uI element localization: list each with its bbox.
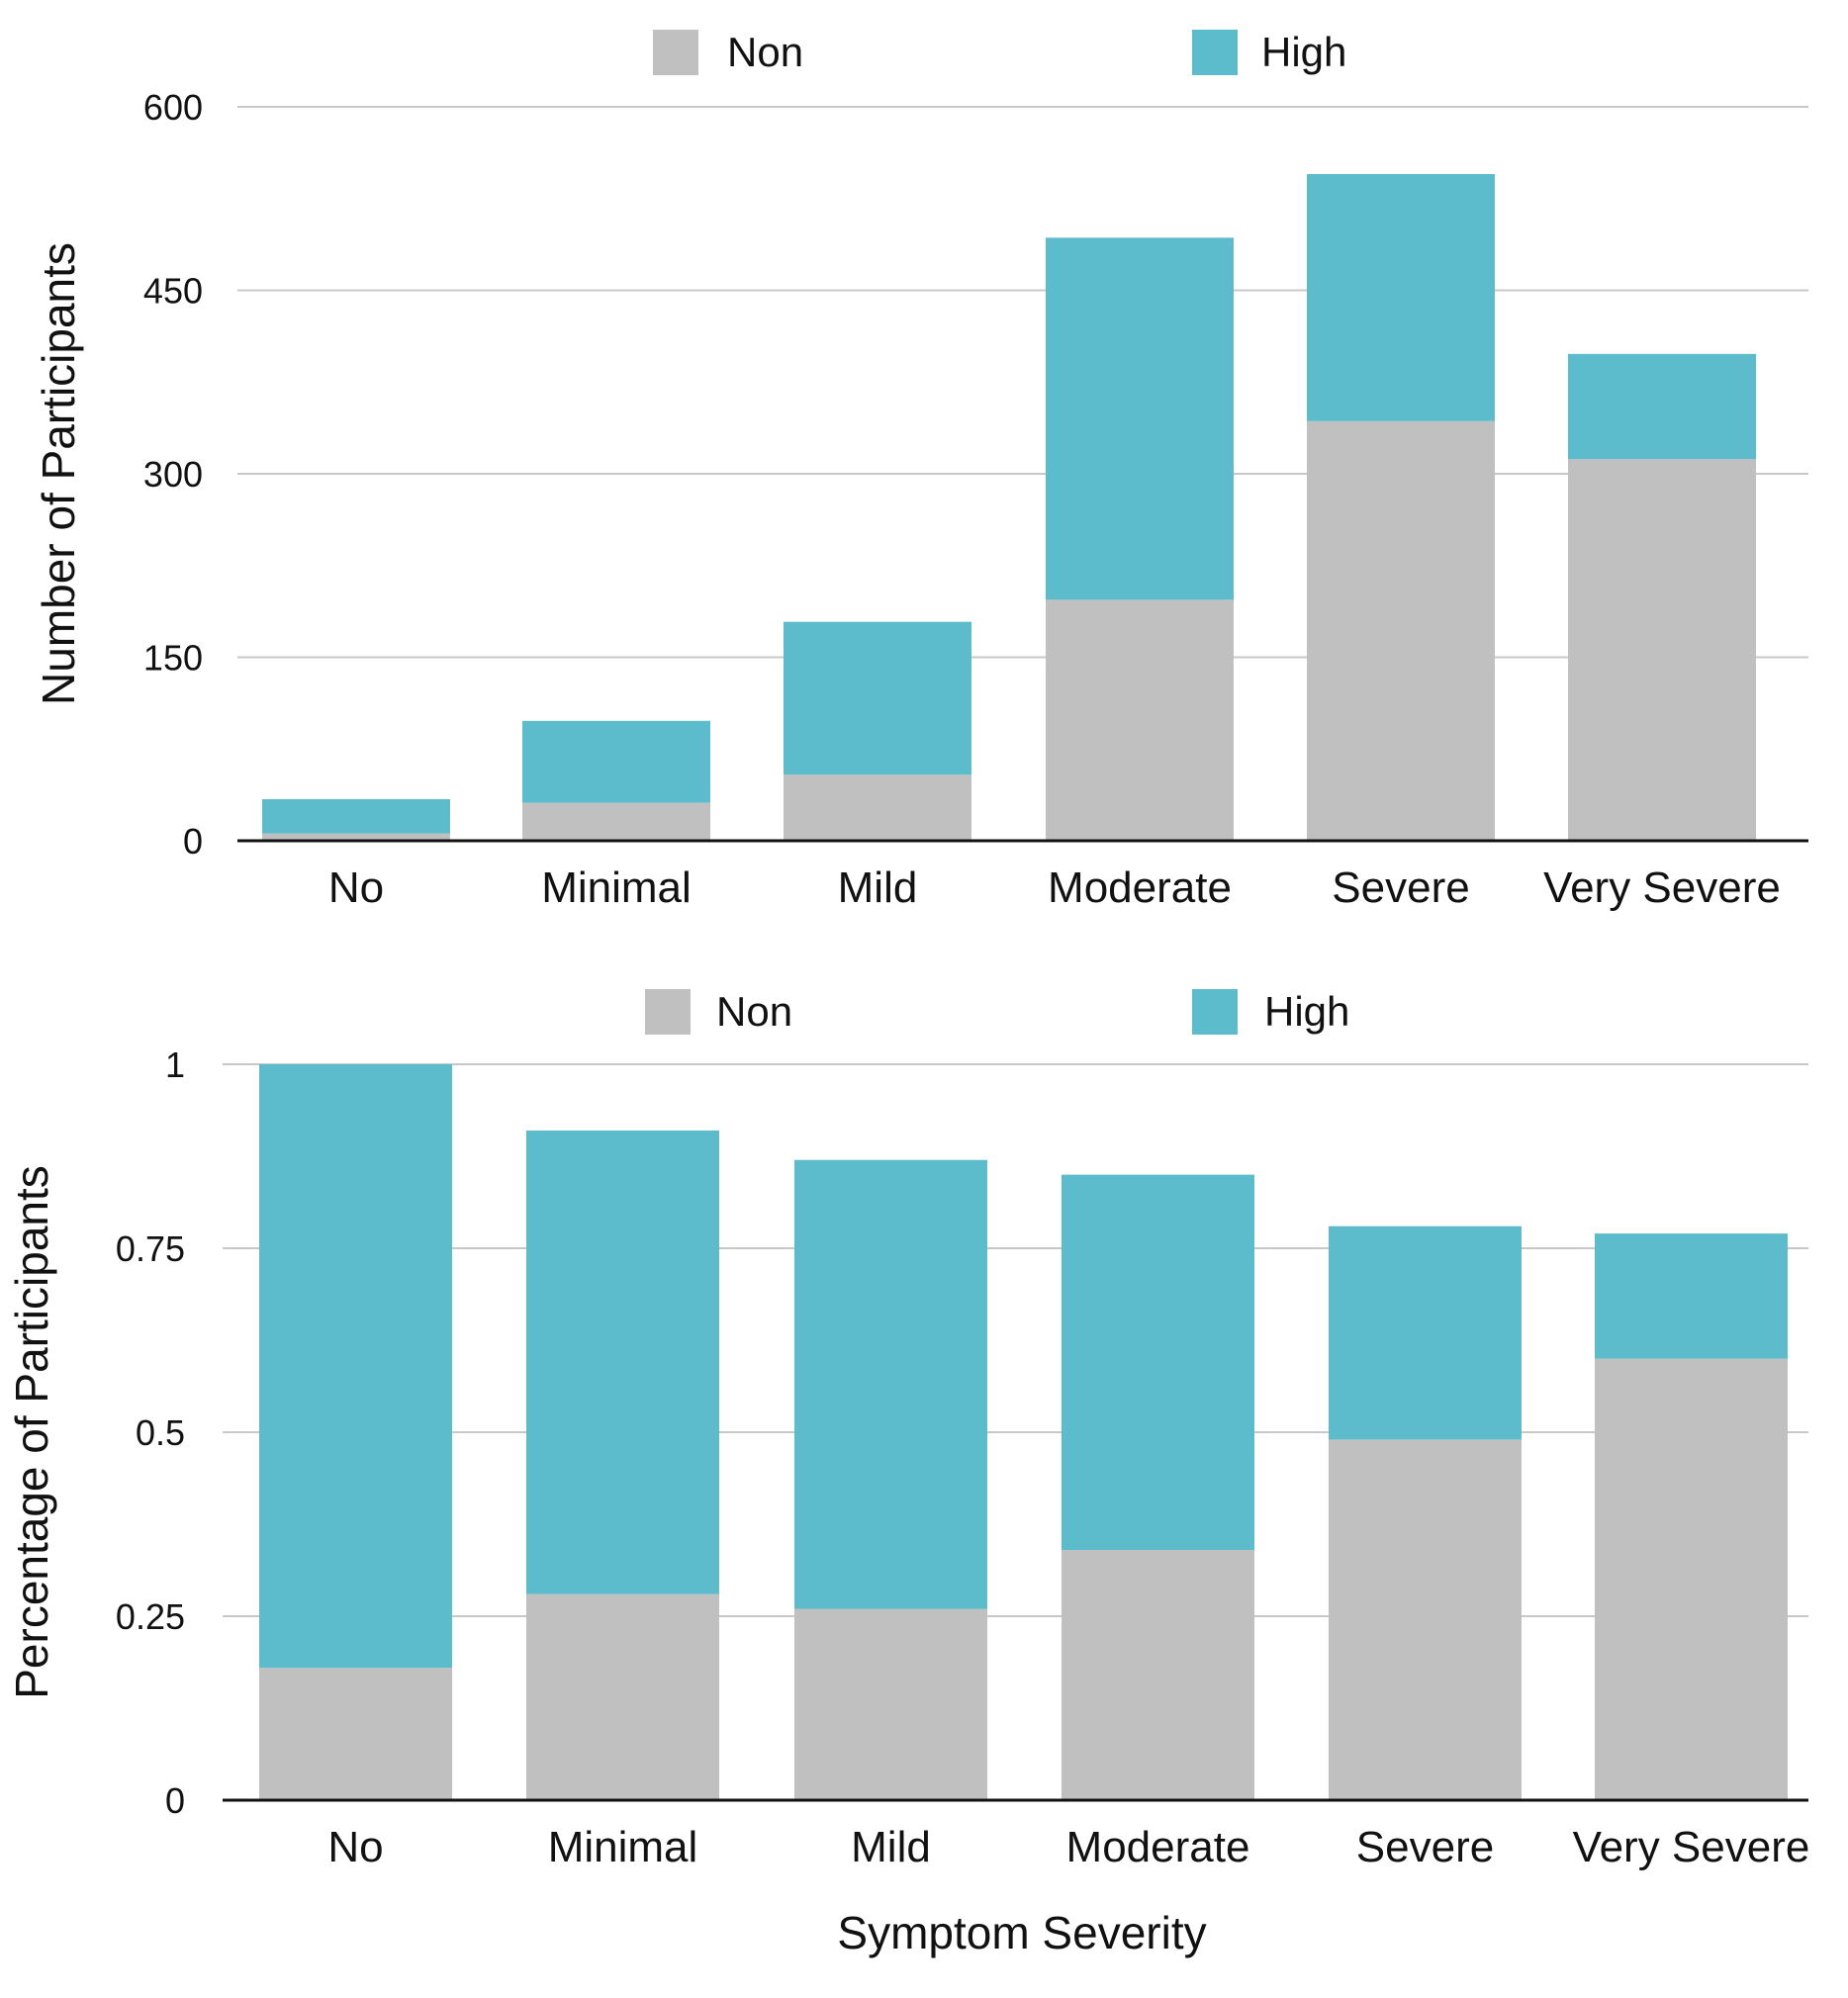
x-category-label: Severe <box>1356 1823 1494 1871</box>
y-tick-label: 0.25 <box>116 1596 185 1637</box>
bar-non-moderate <box>1062 1550 1254 1800</box>
x-category-label: Very Severe <box>1543 863 1781 912</box>
bar-high-severe <box>1329 1226 1522 1440</box>
legend-label-high: High <box>1264 988 1349 1035</box>
bar-high-moderate <box>1046 237 1234 600</box>
x-category-label: Moderate <box>1066 1823 1250 1871</box>
x-category-label: No <box>328 863 384 912</box>
bar-non-minimal <box>526 1593 719 1800</box>
bar-high-no <box>259 1064 452 1669</box>
y-tick-label: 450 <box>143 271 203 312</box>
legend-swatch-high <box>1192 989 1238 1035</box>
bar-non-no <box>262 833 450 841</box>
bar-non-very-severe <box>1568 459 1756 841</box>
x-category-label: Mild <box>838 863 918 912</box>
participants-percentage-chart: 0 0.25 0.5 0.75 1 No Minimal Mild Moderate Severe… <box>6 988 1809 1958</box>
bar-high-no <box>262 798 450 834</box>
bar-non-severe <box>1329 1439 1522 1800</box>
bar-high-very-severe <box>1568 353 1756 460</box>
y-tick-label: 0.75 <box>116 1228 185 1269</box>
legend-swatch-non <box>653 30 698 75</box>
bar-high-severe <box>1307 174 1495 421</box>
bar-high-minimal <box>522 720 710 803</box>
bar-non-minimal <box>522 802 710 841</box>
participants-count-chart: 0 150 300 450 600 No Minimal Mild Moderate Severe… <box>33 29 1808 912</box>
bar-non-mild <box>784 774 971 841</box>
bar-high-mild <box>784 621 971 775</box>
y-tick-label: 1 <box>165 1044 185 1085</box>
x-category-label: No <box>327 1823 383 1871</box>
y-tick-label: 300 <box>143 454 203 495</box>
y-tick-label: 0 <box>183 821 203 862</box>
y-tick-label: 150 <box>143 638 203 679</box>
x-category-label: Minimal <box>541 863 692 912</box>
bar-non-moderate <box>1046 599 1234 841</box>
legend-label-non: Non <box>716 988 792 1035</box>
bar-non-severe <box>1307 420 1495 841</box>
x-category-label: Very Severe <box>1573 1823 1810 1871</box>
y-tick-label: 0.5 <box>136 1412 185 1453</box>
bar-high-very-severe <box>1595 1233 1788 1359</box>
x-category-label: Minimal <box>548 1823 698 1871</box>
bar-non-no <box>259 1668 452 1800</box>
y-tick-label: 600 <box>143 87 203 128</box>
bar-high-minimal <box>526 1130 719 1594</box>
y-tick-label: 0 <box>165 1780 185 1821</box>
bar-non-mild <box>794 1608 987 1800</box>
y-axis-title: Percentage of Participants <box>6 1165 57 1699</box>
x-axis-title: Symptom Severity <box>837 1907 1206 1958</box>
x-category-label: Mild <box>851 1823 931 1871</box>
legend-swatch-high <box>1192 30 1238 75</box>
legend-swatch-non <box>645 989 691 1035</box>
bar-high-moderate <box>1062 1174 1254 1551</box>
y-axis-title: Number of Participants <box>33 242 84 705</box>
bar-high-mild <box>794 1159 987 1609</box>
x-category-label: Severe <box>1332 863 1469 912</box>
bar-non-very-severe <box>1595 1358 1788 1800</box>
legend-label-high: High <box>1261 29 1346 75</box>
x-category-label: Moderate <box>1048 863 1232 912</box>
legend-label-non: Non <box>727 29 803 75</box>
